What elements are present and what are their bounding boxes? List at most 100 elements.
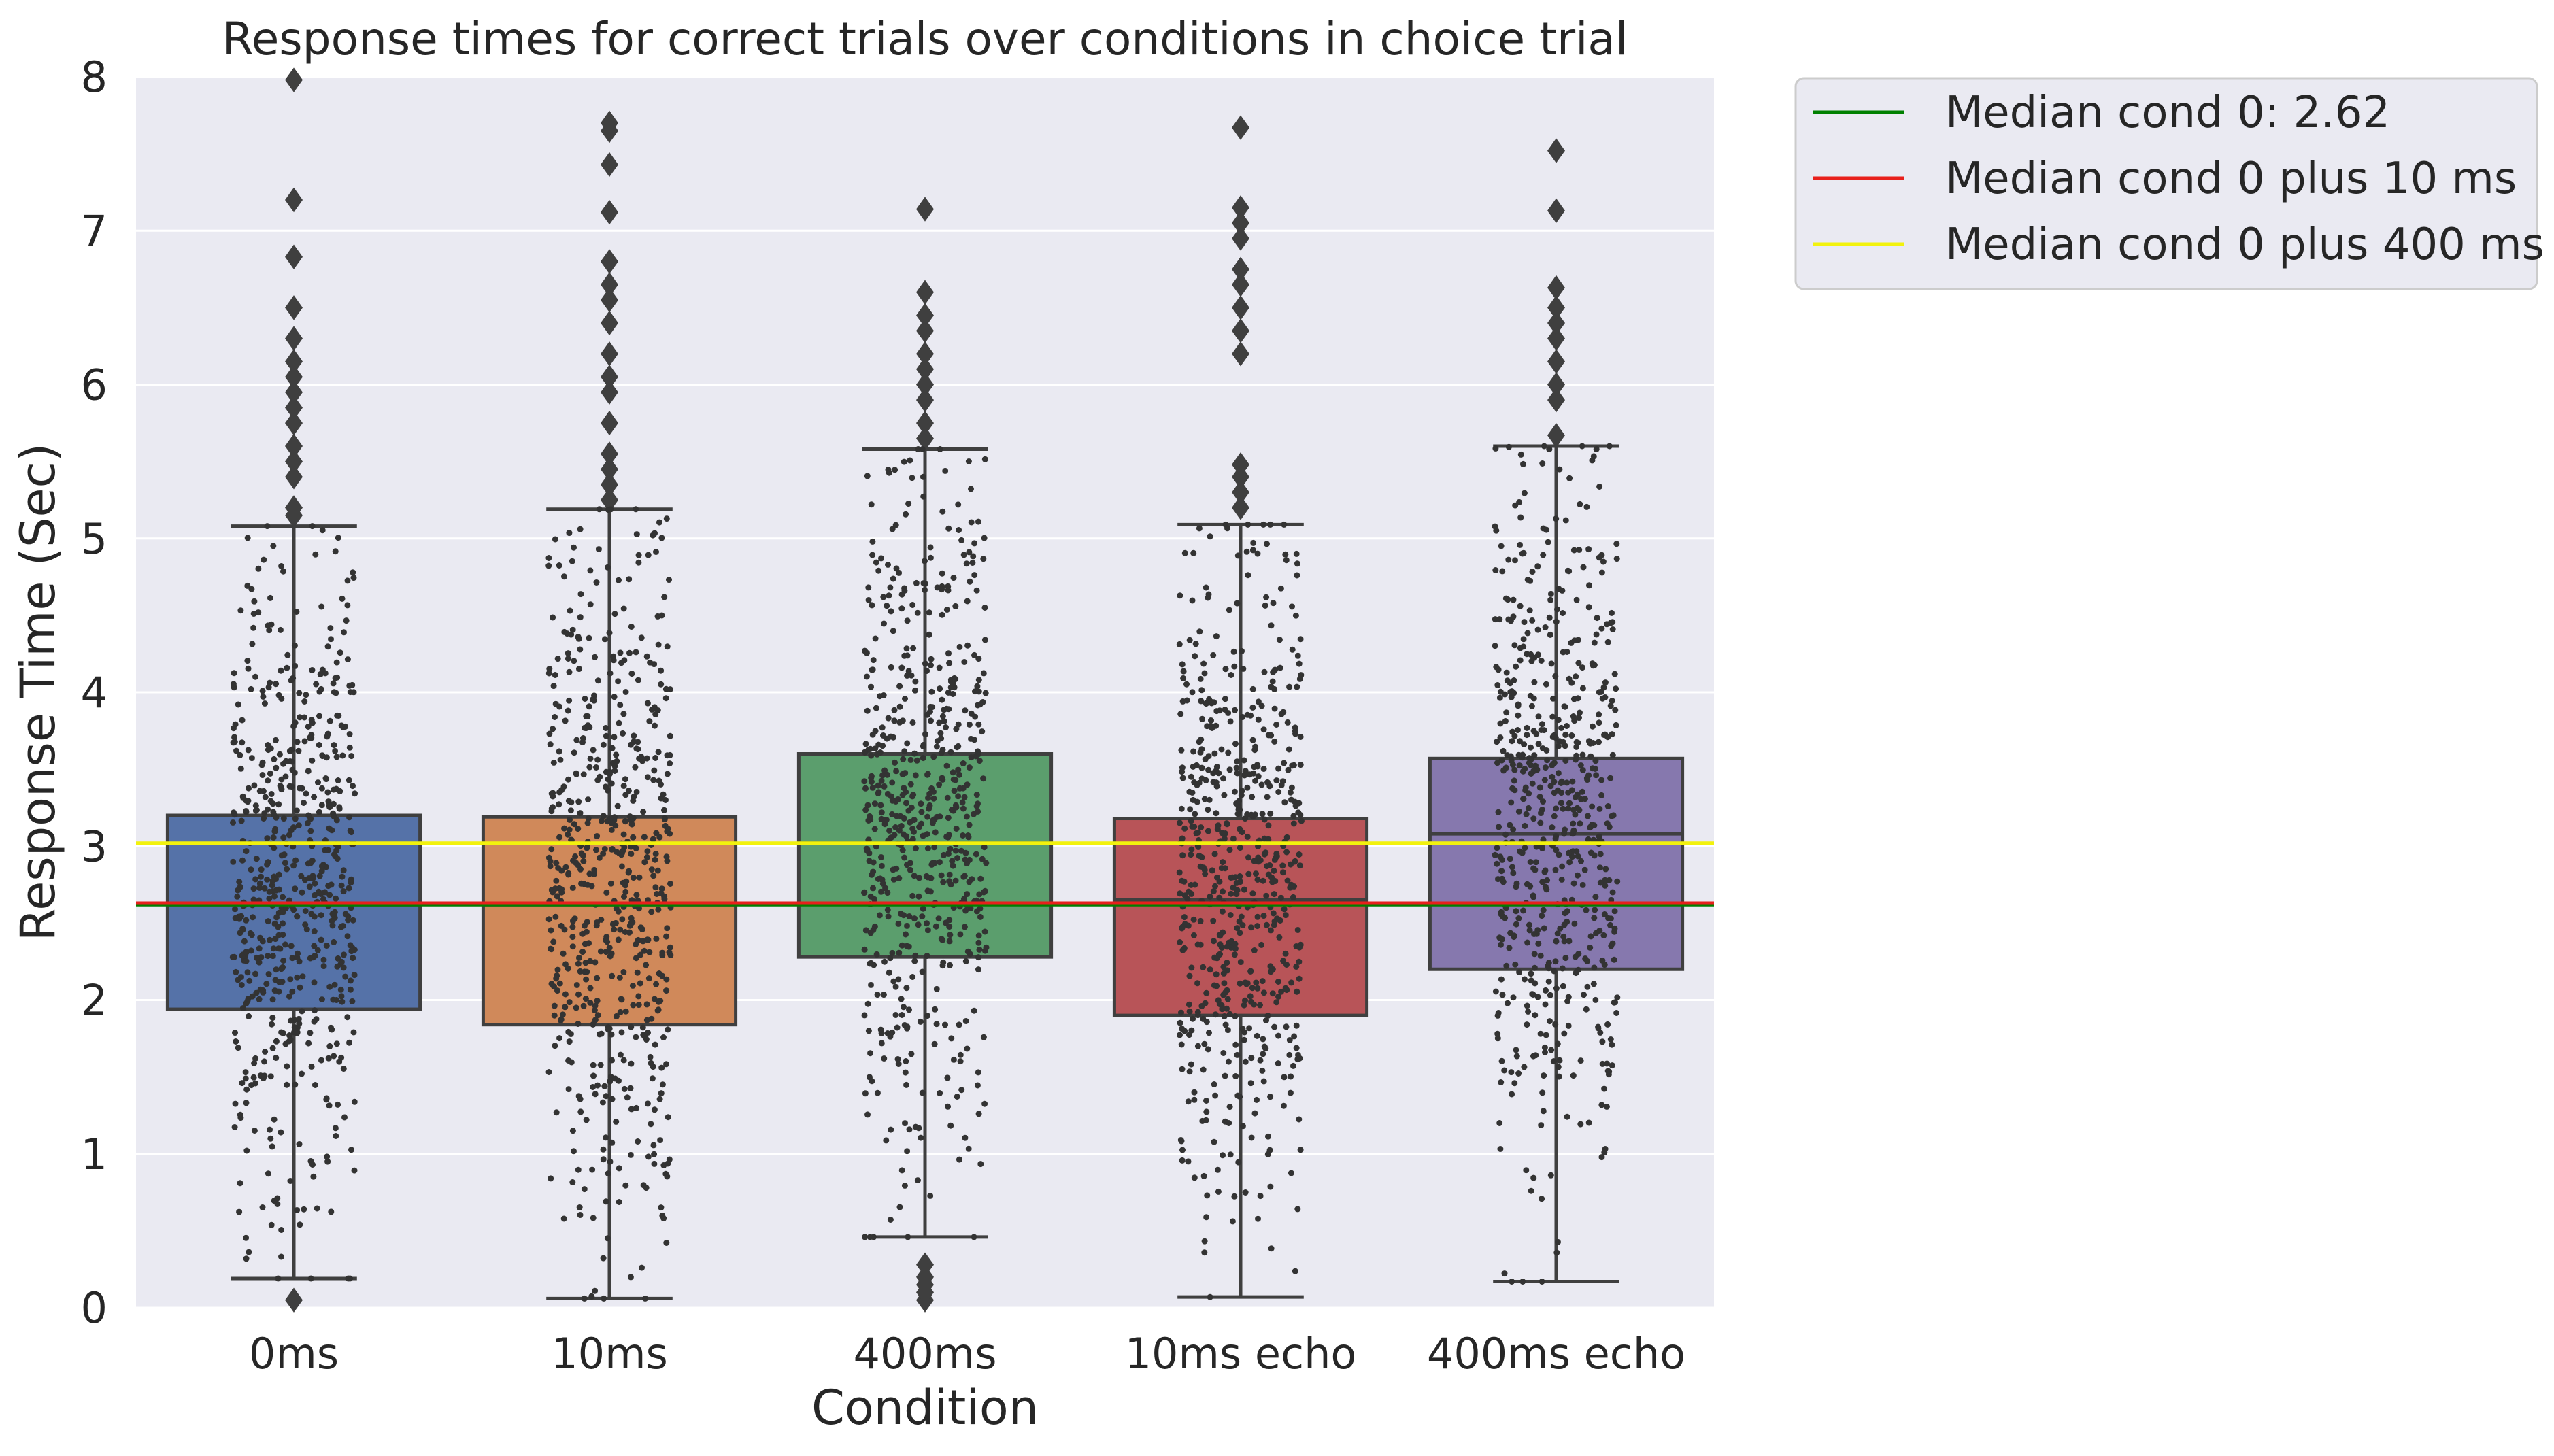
strip-point — [1547, 1172, 1554, 1179]
strip-point — [1244, 833, 1251, 840]
strip-point — [616, 719, 622, 726]
strip-point — [968, 710, 975, 717]
strip-point — [1198, 687, 1205, 694]
strip-point — [1252, 743, 1259, 750]
strip-point — [1254, 1032, 1260, 1039]
strip-point — [1602, 679, 1609, 686]
strip-point — [960, 805, 967, 812]
strip-point — [577, 968, 584, 975]
strip-point — [344, 1014, 351, 1021]
strip-point — [278, 563, 285, 569]
strip-point — [586, 703, 592, 710]
strip-point — [1556, 466, 1563, 473]
strip-point — [658, 535, 665, 541]
strip-point — [1544, 877, 1551, 883]
strip-point — [923, 873, 930, 879]
strip-point — [569, 1128, 576, 1134]
strip-point — [564, 630, 571, 637]
strip-point — [316, 713, 322, 719]
strip-point — [565, 965, 571, 972]
strip-point — [650, 777, 657, 783]
strip-point — [326, 892, 333, 898]
strip-point — [1203, 700, 1209, 707]
strip-point — [896, 683, 903, 690]
strip-point — [891, 832, 898, 839]
strip-point — [1193, 830, 1200, 836]
strip-point — [1540, 1108, 1547, 1115]
strip-point — [260, 694, 267, 700]
strip-point — [977, 913, 984, 920]
strip-point — [973, 802, 980, 809]
strip-point — [1492, 616, 1498, 623]
strip-point — [1243, 548, 1250, 555]
strip-point — [1249, 547, 1256, 554]
outlier-marker — [285, 433, 303, 459]
strip-point — [295, 747, 302, 754]
strip-point — [1559, 965, 1566, 972]
strip-point — [915, 446, 922, 452]
strip-point — [620, 831, 627, 838]
strip-point — [654, 1007, 661, 1014]
strip-point — [267, 679, 273, 686]
strip-point — [951, 788, 958, 794]
strip-point — [318, 936, 324, 943]
strip-point — [950, 769, 956, 776]
strip-point — [309, 719, 316, 726]
strip-point — [863, 845, 870, 852]
strip-point — [278, 1129, 284, 1136]
strip-point — [1224, 1005, 1230, 1012]
strip-point — [268, 1221, 275, 1228]
strip-point — [662, 1170, 669, 1177]
strip-point — [1288, 1170, 1294, 1176]
strip-point — [887, 584, 894, 591]
strip-point — [1601, 962, 1608, 968]
outlier-marker — [601, 379, 618, 405]
strip-point — [615, 678, 622, 685]
strip-point — [577, 614, 584, 621]
strip-point — [900, 756, 907, 762]
strip-point — [561, 825, 568, 832]
strip-point — [1502, 831, 1509, 838]
strip-point — [1275, 765, 1282, 772]
strip-point — [575, 1021, 582, 1027]
strip-point — [1541, 777, 1548, 783]
strip-point — [972, 688, 978, 695]
strip-point — [287, 1017, 294, 1024]
strip-point — [1586, 582, 1592, 589]
strip-point — [1511, 777, 1517, 784]
outlier-marker — [285, 244, 303, 269]
strip-point — [566, 826, 573, 833]
strip-point — [288, 746, 295, 753]
strip-point — [1535, 940, 1542, 947]
strip-point — [964, 891, 971, 898]
strip-point — [890, 575, 896, 582]
strip-point — [924, 813, 931, 820]
strip-point — [664, 771, 671, 777]
strip-point — [1526, 921, 1532, 928]
strip-point — [961, 896, 967, 902]
strip-point — [958, 847, 964, 854]
strip-point — [556, 703, 562, 710]
strip-point — [320, 963, 327, 970]
outlier-marker — [285, 364, 303, 390]
strip-point — [1498, 757, 1505, 764]
strip-point — [323, 1095, 330, 1102]
strip-point — [1192, 641, 1199, 647]
strip-point — [1233, 891, 1240, 898]
strip-point — [963, 813, 970, 820]
strip-point — [307, 828, 314, 834]
strip-point — [565, 650, 571, 657]
strip-point — [1606, 877, 1613, 883]
strip-point — [1531, 679, 1538, 685]
strip-point — [588, 1293, 595, 1300]
strip-point — [909, 602, 916, 608]
strip-point — [1509, 1279, 1515, 1285]
strip-point — [1541, 1044, 1548, 1051]
strip-point — [908, 1051, 915, 1057]
strip-point — [1287, 1089, 1294, 1096]
strip-point — [341, 629, 347, 636]
strip-point — [1614, 994, 1621, 1001]
strip-point — [1179, 1066, 1186, 1072]
strip-point — [903, 1058, 909, 1064]
strip-point — [1281, 760, 1288, 766]
